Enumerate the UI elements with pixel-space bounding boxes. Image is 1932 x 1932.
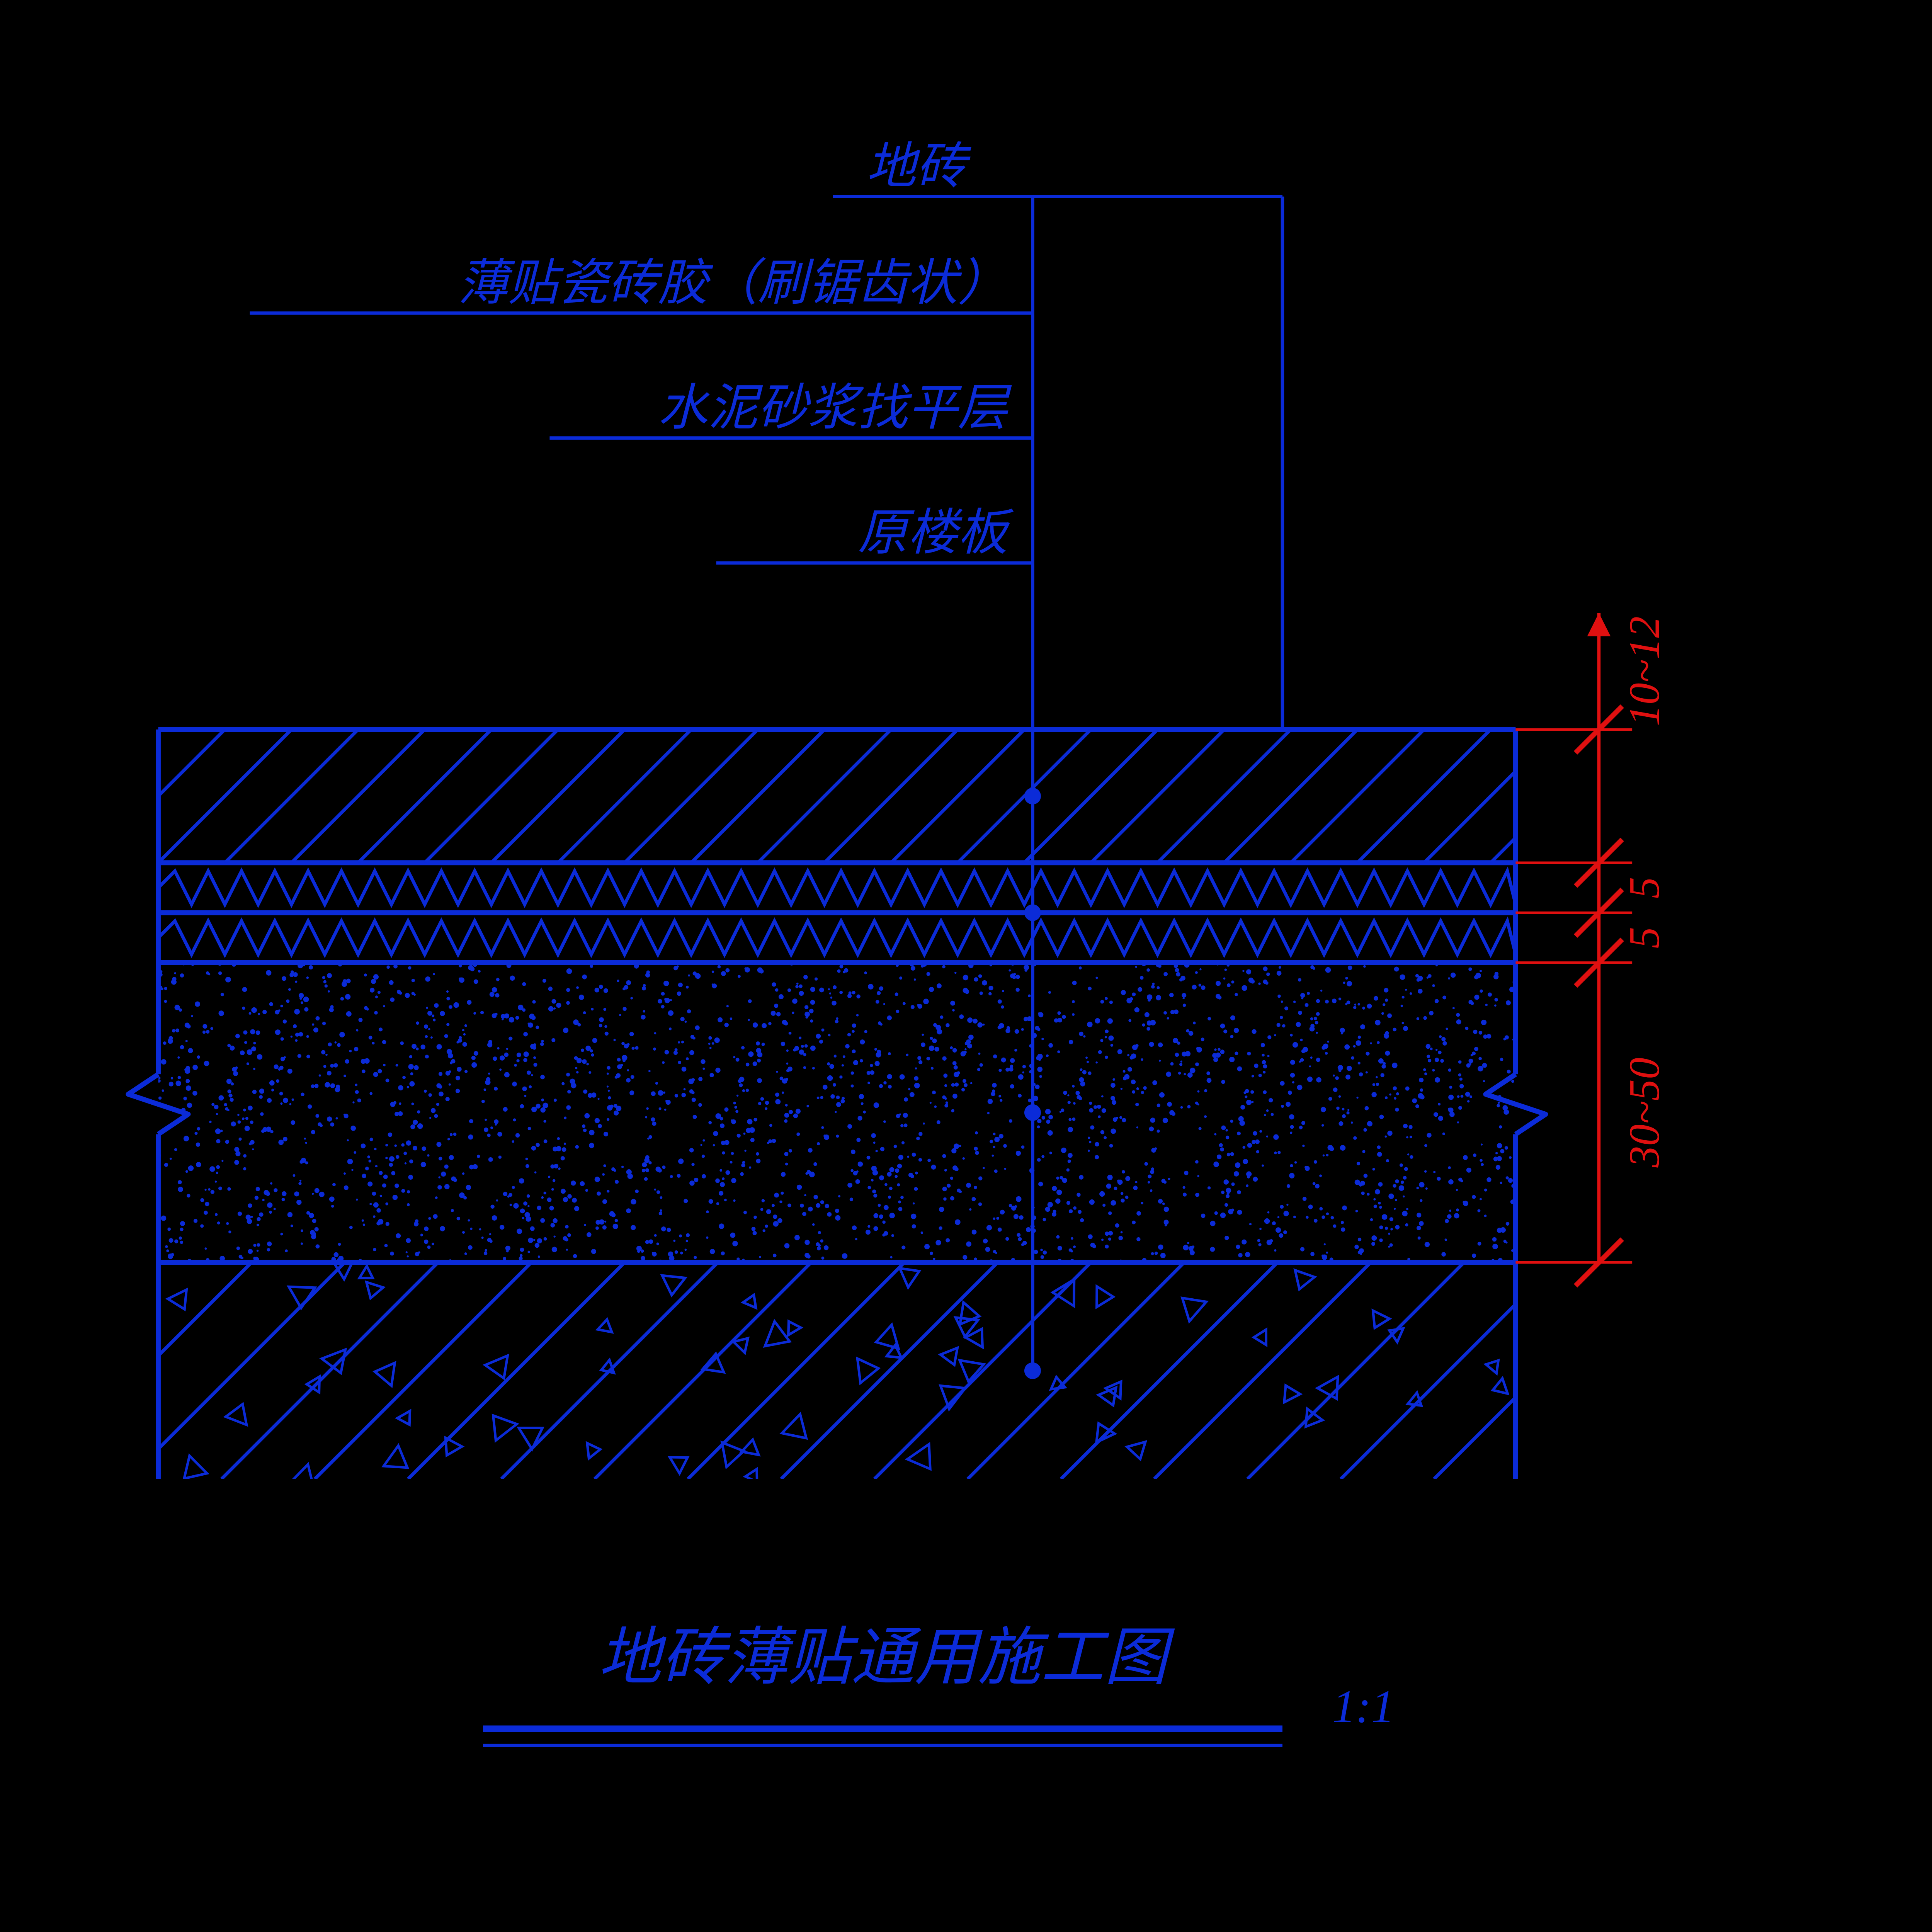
dim-0: 10~12 xyxy=(1621,616,1668,726)
drawing-title: 地砖薄贴通用施工图 xyxy=(598,1623,1175,1693)
label-layer4: 原楼板 xyxy=(858,505,1014,560)
drawing-scale: 1:1 xyxy=(1332,1681,1395,1733)
label-layer2: 薄贴瓷砖胶（刷锯齿状） xyxy=(458,255,1007,311)
label-layer1: 地砖 xyxy=(866,139,971,194)
dim-2: 5 xyxy=(1621,927,1668,949)
dim-3: 30~50 xyxy=(1621,1058,1668,1168)
label-layer3: 水泥砂浆找平层 xyxy=(658,380,1012,435)
dim-1: 5 xyxy=(1621,877,1668,898)
